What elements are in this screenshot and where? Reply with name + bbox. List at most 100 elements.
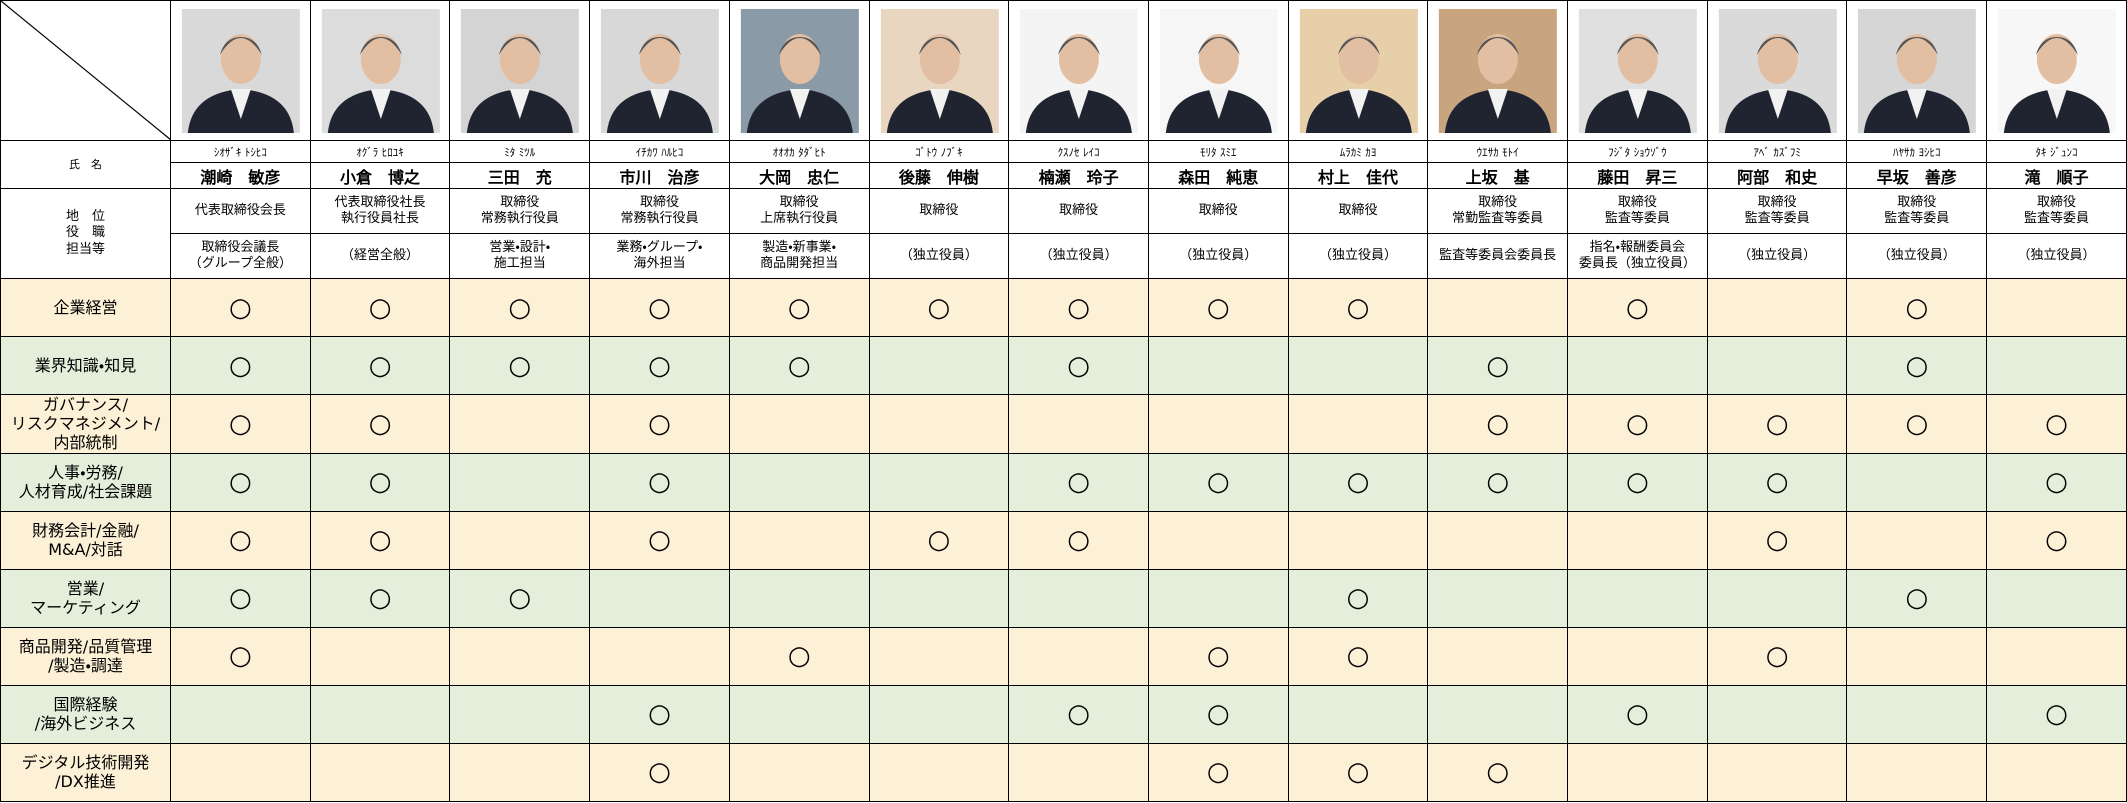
empty-cell [309,684,451,744]
role-cell: 取締役会議長 （グループ全般） [170,233,311,279]
empty-cell [868,568,1010,628]
kana-cell: ﾊﾔｻｶ ﾖｼﾋｺ [1846,140,1988,163]
skill-mark: ○ [1986,394,2127,454]
name-label: 氏 名 [0,140,171,189]
name-cell: 森田 純恵 [1147,162,1289,189]
empty-cell [449,452,591,512]
empty-cell [1427,510,1569,570]
empty-cell [868,742,1010,802]
position-cell: 取締役 [868,188,1010,234]
empty-cell [1008,626,1149,686]
photo-cell [1427,0,1569,141]
portrait-hair [1616,37,1659,56]
skill-mark: ○ [170,510,311,570]
skill-mark: ○ [309,336,451,395]
skill-mark: ○ [1427,336,1569,395]
portrait-shirt [510,88,531,119]
position-cell: 取締役 常務執行役員 [449,188,591,234]
photo-cell [1706,0,1848,141]
empty-cell [728,568,870,628]
skill-mark: ○ [1287,278,1429,337]
skill-mark: ○ [449,568,591,628]
role-cell: 監査等委員会委員長 [1427,233,1569,279]
position-cell: 取締役 常勤監査等委員 [1427,188,1569,234]
empty-cell [1427,278,1569,337]
empty-cell [1567,336,1708,395]
skill-row: 人事・労務/ 人材育成/社会課題 ○ ○ ○ ○ ○ ○ ○ ○ ○ ○ [0,452,2127,512]
empty-cell [728,742,870,802]
name-cell: 小倉 博之 [309,162,451,189]
name-cell: 潮崎 敏彦 [170,162,311,189]
portrait [1299,9,1418,133]
role-cell: （独立役員） [1008,233,1149,279]
name-cell: 市川 治彦 [589,162,730,189]
portrait-shirt [1907,88,1928,119]
empty-cell [449,510,591,570]
skill-label: 人事・労務/ 人材育成/社会課題 [0,452,171,512]
position-row: 地 位 役 職 担当等 代表取締役会長 代表取締役社長 執行役員社長 取締役 常務執行… [0,188,2127,279]
empty-cell [309,626,451,686]
empty-cell [1427,684,1569,744]
skill-mark: ○ [1846,278,1988,337]
portrait-head [1198,34,1239,84]
skill-mark: ○ [728,626,870,686]
empty-cell [449,626,591,686]
empty-cell [728,684,870,744]
photo-cell [1008,0,1149,141]
empty-cell [1706,684,1848,744]
skill-mark: ○ [449,278,591,337]
empty-cell [309,742,451,802]
skill-mark: ○ [170,626,311,686]
portrait-shirt [789,88,810,119]
skill-mark: ○ [868,278,1010,337]
role-cell: 業務・グループ・ 海外担当 [589,233,730,279]
portrait-shirt [2046,88,2067,119]
skill-row: ガバナンス/ リスクマネジメント/ 内部統制 ○ ○ ○ ○ ○ ○ ○ ○ [0,394,2127,454]
portrait [461,9,580,133]
portrait-hair [499,37,542,56]
skill-mark: ○ [1008,684,1149,744]
empty-cell [1846,626,1988,686]
portrait-hair [638,37,681,56]
kana-cell: ﾓﾘﾀ ｽﾐｴ [1147,140,1289,163]
empty-cell [1986,336,2127,395]
kana-cell: ﾑﾗｶﾐ ｶﾖ [1287,140,1429,163]
portrait [740,9,859,133]
empty-cell [1147,568,1289,628]
photo-cell [868,0,1010,141]
skill-mark: ○ [309,394,451,454]
skill-label: 国際経験 /海外ビジネス [0,684,171,744]
name-cell: 後藤 伸樹 [868,162,1010,189]
name-cell: 楠瀬 玲子 [1008,162,1149,189]
name-cell: 村上 佳代 [1287,162,1429,189]
skill-mark: ○ [1706,510,1848,570]
photo-cell [309,0,451,141]
kana-cell: ﾀｷ ｼﾞｭﾝｺ [1986,140,2127,163]
empty-cell [589,568,730,628]
portrait-head [779,34,820,84]
skill-mark: ○ [1147,684,1289,744]
skill-label: 商品開発/品質管理 /製造・調達 [0,626,171,686]
name-cell: 阿部 和史 [1706,162,1848,189]
empty-cell [868,394,1010,454]
portrait [600,9,719,133]
position-cell: 取締役 監査等委員 [1567,188,1708,234]
empty-cell [1147,510,1289,570]
role-cell: 製造・新事業・ 商品開発担当 [728,233,870,279]
role-cell: （独立役員） [1147,233,1289,279]
empty-cell [868,684,1010,744]
name-cell: 大岡 忠仁 [728,162,870,189]
empty-cell [1567,510,1708,570]
position-cell: 代表取締役社長 執行役員社長 [309,188,451,234]
skill-mark: ○ [1287,452,1429,512]
portrait-hair [219,37,262,56]
portrait-hair [2035,37,2078,56]
skill-mark: ○ [589,336,730,395]
portrait-shirt [1208,88,1229,119]
skill-label: 財務会計/金融/ M&A/対話 [0,510,171,570]
name-cell: 上坂 基 [1427,162,1569,189]
skill-mark: ○ [309,278,451,337]
empty-cell [1706,336,1848,395]
